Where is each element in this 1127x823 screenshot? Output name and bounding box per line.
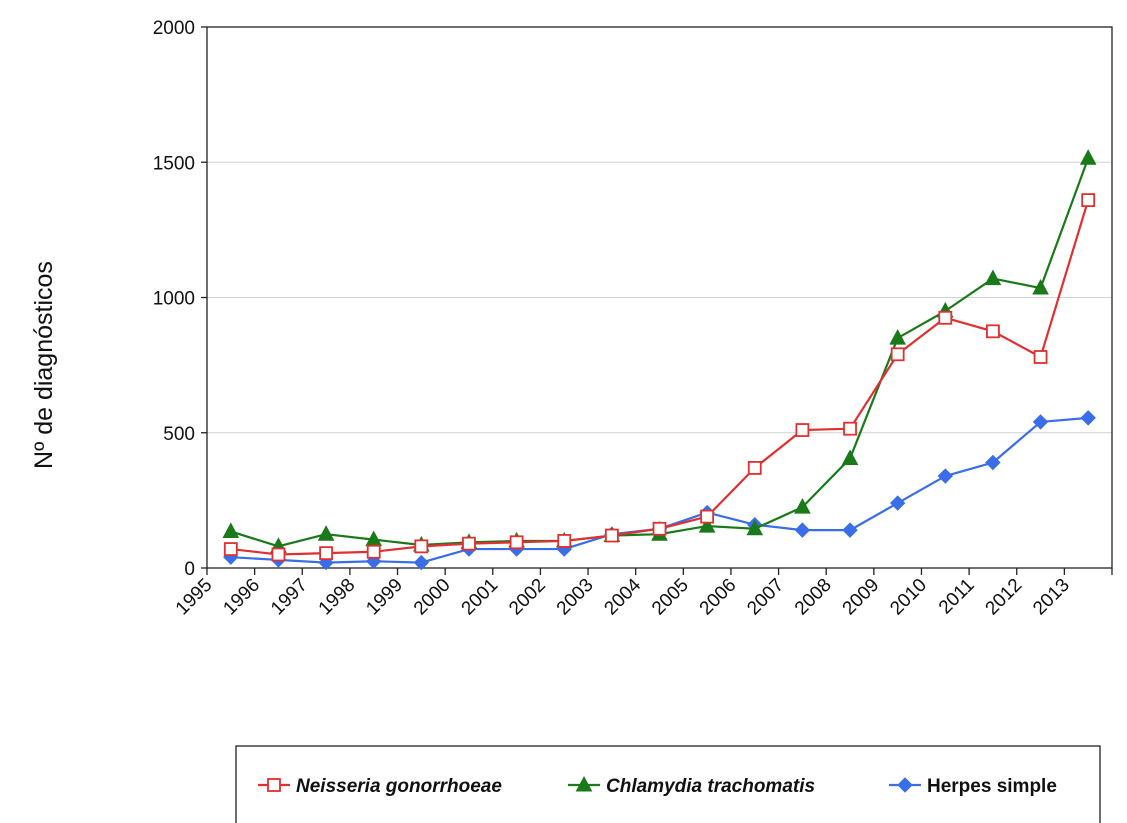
- legend-label: Herpes simple: [927, 776, 1057, 797]
- data-point-neisseria-gonorrhoeae: [557, 534, 572, 548]
- x-tick-label: 1998: [315, 575, 360, 620]
- data-point-neisseria-gonorrhoeae: [1081, 193, 1096, 208]
- data-point-neisseria-gonorrhoeae: [747, 461, 762, 475]
- data-point-chlamydia-trachomatis: [1032, 278, 1049, 295]
- data-point-chlamydia-trachomatis: [746, 519, 764, 536]
- data-point-chlamydia-trachomatis: [889, 329, 906, 345]
- data-point-herpes-simple: [985, 454, 1001, 471]
- legend-entry-herpes-simple: Herpes simple: [889, 776, 1057, 797]
- series-group: [222, 149, 1097, 571]
- data-point-neisseria-gonorrhoeae: [890, 347, 905, 362]
- y-axis-label: Nº de diagnósticos: [30, 261, 58, 469]
- x-tick-label: 1997: [267, 575, 312, 620]
- data-point-herpes-simple: [937, 468, 953, 484]
- data-point-chlamydia-trachomatis: [841, 449, 859, 465]
- x-tick-label: 1996: [219, 575, 264, 620]
- data-point-chlamydia-trachomatis: [698, 517, 716, 533]
- data-point-herpes-simple: [794, 522, 811, 538]
- data-point-neisseria-gonorrhoeae: [1033, 350, 1048, 364]
- series-line-chlamydia-trachomatis: [230, 157, 1090, 548]
- data-point-neisseria-gonorrhoeae: [938, 310, 953, 325]
- data-point-chlamydia-trachomatis: [317, 525, 335, 541]
- data-point-neisseria-gonorrhoeae: [462, 536, 476, 551]
- legend-swatch-marker: [575, 775, 593, 792]
- data-point-herpes-simple: [889, 495, 906, 511]
- y-tick-label: 500: [163, 424, 195, 445]
- legend: Neisseria gonorrhoeae Chlamydia trachomat…: [235, 745, 1101, 823]
- x-tick-label: 2009: [839, 575, 884, 620]
- data-point-chlamydia-trachomatis: [1079, 149, 1097, 165]
- data-point-neisseria-gonorrhoeae: [604, 528, 619, 543]
- legend-box: [235, 745, 1101, 823]
- x-tick-label: 1999: [362, 575, 407, 620]
- x-tick-label: 2004: [600, 574, 645, 619]
- x-tick-label: 2005: [648, 575, 693, 620]
- data-point-neisseria-gonorrhoeae: [319, 546, 333, 561]
- legend-swatch-marker: [897, 777, 913, 793]
- x-tick-label: 2008: [791, 575, 836, 620]
- x-tick-label: 2006: [696, 575, 741, 620]
- data-point-chlamydia-trachomatis: [984, 269, 1002, 286]
- y-tick-label: 0: [184, 559, 195, 580]
- x-tick-label: 2010: [886, 575, 931, 620]
- data-point-chlamydia-trachomatis: [222, 522, 240, 538]
- data-point-neisseria-gonorrhoeae: [414, 539, 429, 554]
- data-point-neisseria-gonorrhoeae: [366, 544, 381, 559]
- data-point-herpes-simple: [1080, 410, 1096, 426]
- x-tick-label: 2000: [410, 575, 455, 620]
- series-chlamydia-trachomatis: [222, 149, 1097, 553]
- data-point-neisseria-gonorrhoeae: [795, 423, 810, 437]
- x-tick-label: 2001: [458, 575, 503, 620]
- series-herpes-simple: [223, 410, 1096, 571]
- data-point-neisseria-gonorrhoeae: [843, 421, 857, 436]
- x-tick-label: 2012: [982, 575, 1027, 620]
- legend-entry-neisseria-gonorrhoeae: Neisseria gonorrhoeae: [258, 776, 502, 797]
- data-point-neisseria-gonorrhoeae: [223, 542, 238, 556]
- x-tick-label: 2003: [553, 575, 598, 620]
- data-point-chlamydia-trachomatis: [794, 498, 811, 514]
- data-point-herpes-simple: [842, 522, 858, 538]
- x-tick-label: 2007: [743, 575, 788, 620]
- x-tick-label: 2013: [1029, 575, 1074, 620]
- x-tick-label: 2011: [935, 575, 979, 619]
- y-tick-label: 1000: [153, 289, 195, 310]
- legend-label: Neisseria gonorrhoeae: [296, 776, 502, 797]
- y-tick-label: 2000: [153, 18, 195, 39]
- series-line-herpes-simple: [230, 416, 1089, 564]
- legend-entry-chlamydia-trachomatis: Chlamydia trachomatis: [568, 775, 815, 797]
- axes: [201, 26, 1113, 575]
- data-point-herpes-simple: [413, 554, 430, 571]
- series-neisseria-gonorrhoeae: [223, 193, 1096, 562]
- legend-label: Chlamydia trachomatis: [606, 776, 815, 797]
- data-point-neisseria-gonorrhoeae: [509, 535, 524, 550]
- data-point-neisseria-gonorrhoeae: [986, 324, 1000, 339]
- data-point-neisseria-gonorrhoeae: [652, 521, 667, 536]
- series-line-neisseria-gonorrhoeae: [230, 199, 1090, 556]
- data-point-herpes-simple: [1032, 414, 1049, 430]
- legend-swatch-marker: [267, 778, 281, 792]
- data-point-neisseria-gonorrhoeae: [271, 547, 286, 562]
- y-tick-label: 1500: [153, 153, 195, 174]
- gridlines: [207, 161, 1112, 434]
- data-point-neisseria-gonorrhoeae: [700, 509, 715, 524]
- x-tick-label: 2002: [505, 575, 550, 620]
- x-tick-label: 1995: [172, 575, 217, 620]
